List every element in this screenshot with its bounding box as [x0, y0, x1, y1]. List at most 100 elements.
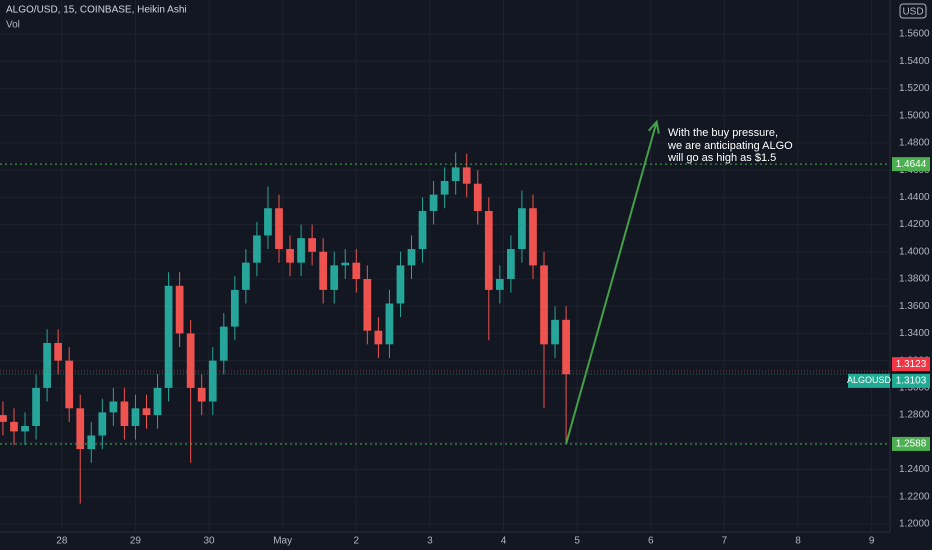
x-tick-label: 2 [354, 536, 360, 547]
y-tick-label: 1.2800 [899, 410, 930, 421]
level-label-box [892, 436, 930, 451]
y-tick-label: 1.3400 [899, 328, 930, 339]
y-tick-label: 1.5600 [899, 29, 930, 40]
arrow-head [647, 119, 660, 134]
price-label-box [892, 357, 930, 372]
x-tick-label: May [273, 536, 292, 547]
candle-body [164, 285, 173, 388]
candle-body [473, 183, 482, 211]
level-label: 1.2588 [896, 439, 927, 450]
currency-box[interactable] [899, 3, 927, 19]
y-tick-label: 1.2400 [899, 464, 930, 475]
candle-body [451, 167, 460, 182]
candle-body [308, 238, 316, 252]
candle-body [562, 319, 570, 375]
y-tick-label: 1.3800 [899, 274, 930, 285]
candle-body [120, 401, 129, 426]
subtitle: Vol [6, 20, 20, 31]
candle-body [330, 265, 339, 290]
candle-body [396, 265, 405, 304]
candle-body [253, 235, 261, 263]
level-label: 1.4644 [896, 159, 927, 170]
candle-body [87, 435, 96, 450]
candle-body [363, 278, 372, 331]
candle-body [76, 408, 85, 450]
candle-body [275, 208, 283, 250]
candle-body [197, 387, 206, 402]
candle-body [341, 262, 350, 266]
candle-body [319, 251, 328, 290]
x-tick-label: 9 [869, 536, 875, 547]
x-tick-label: 28 [56, 536, 68, 547]
y-tick-label: 1.3600 [899, 301, 930, 312]
candle-body [385, 303, 394, 345]
candle-body [462, 167, 471, 184]
x-tick-label: 4 [501, 536, 507, 547]
y-tick-label: 1.2000 [899, 519, 930, 530]
candle-body [374, 330, 383, 345]
x-tick-label: 3 [427, 536, 433, 547]
candle-body [219, 326, 228, 361]
candle-body [142, 408, 151, 416]
x-tick-label: 30 [204, 536, 216, 547]
y-tick-label: 1.3000 [899, 383, 930, 394]
annotation: With the buy pressure, [668, 127, 778, 139]
candle-body [407, 249, 416, 266]
y-tick-label: 1.5000 [899, 110, 930, 121]
x-tick-label: 7 [722, 536, 728, 547]
x-tick-label: 8 [795, 536, 801, 547]
candle-body [208, 360, 217, 402]
candle-body [109, 401, 118, 413]
candle-body [98, 412, 107, 436]
candle-body [131, 408, 140, 426]
symbol-label-box [848, 373, 890, 388]
chart-title: ALGO/USD, 15, COINBASE, Heikin Ashi [6, 5, 187, 16]
candle-body [264, 208, 272, 236]
price-label-box [892, 373, 930, 388]
candle-body [352, 262, 361, 279]
candle-body [440, 181, 449, 195]
price-label: 1.3123 [896, 359, 927, 370]
candle-body [529, 208, 537, 266]
candle-body [286, 249, 294, 263]
candle-body [230, 289, 239, 327]
currency[interactable]: USD [902, 7, 923, 18]
level-label-box [892, 157, 930, 172]
candle-body [518, 208, 526, 250]
candle-body [175, 285, 184, 334]
candle-body [10, 421, 18, 432]
x-tick-label: 29 [130, 536, 142, 547]
y-tick-label: 1.4800 [899, 138, 930, 149]
candle-body [484, 210, 493, 290]
candle-body [54, 342, 63, 361]
candle-body [65, 360, 74, 409]
y-tick-label: 1.4000 [899, 246, 930, 257]
x-tick-label: 6 [648, 536, 654, 547]
candle-body [507, 249, 515, 279]
price-label: 1.3103 [896, 375, 927, 386]
candle-body [242, 262, 250, 290]
candle-body [32, 387, 40, 426]
y-tick-label: 1.4200 [899, 219, 930, 230]
candle-body [297, 238, 305, 263]
annotation: we are anticipating ALGO [667, 140, 793, 152]
y-tick-label: 1.4400 [899, 192, 930, 203]
y-tick-label: 1.5200 [899, 83, 930, 94]
candle-body [429, 194, 438, 211]
candle-body [0, 415, 7, 422]
y-tick-label: 1.5400 [899, 56, 930, 67]
candle-body [153, 387, 162, 416]
candle-body [551, 319, 559, 345]
candle-body [540, 265, 548, 345]
arrow-line [565, 121, 658, 445]
candle-body [186, 333, 195, 388]
annotation: will go as high as $1.5 [667, 152, 776, 164]
candle-body [21, 425, 29, 432]
candle-body [418, 210, 427, 250]
symbol-label: ALGOUSD [847, 375, 892, 385]
y-tick-label: 1.2200 [899, 491, 930, 502]
x-tick-label: 5 [574, 536, 580, 547]
candle-body [43, 342, 51, 388]
